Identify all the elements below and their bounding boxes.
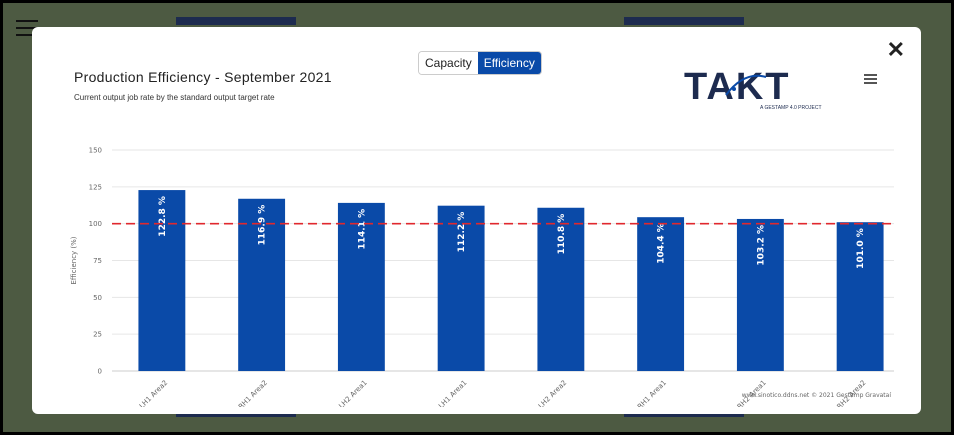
data-label: 114.1 % <box>357 209 367 250</box>
data-label: 122.8 % <box>158 196 168 237</box>
bar <box>537 207 585 371</box>
data-label: 116.9 % <box>258 205 268 246</box>
bar <box>637 217 685 371</box>
x-tick-label: LH2 Area1 <box>337 379 368 407</box>
x-tick-label: RH1 Area1 <box>636 379 668 407</box>
logo-wordmark: TAKT <box>684 66 791 108</box>
y-tick-label: 125 <box>89 183 102 191</box>
chart-credits[interactable]: www.sinotico.ddns.net © 2021 Gestamp Gra… <box>741 392 891 399</box>
background-footer-block-right <box>624 411 744 417</box>
y-tick-label: 25 <box>93 331 102 339</box>
y-axis-title: Efficiency (%) <box>70 236 78 284</box>
x-tick-label: LH1 Area2 <box>138 379 169 407</box>
x-tick-label: RH1 Area2 <box>237 379 269 407</box>
chart-export-menu-icon[interactable] <box>864 74 877 86</box>
x-tick-label: LH1 Area1 <box>437 379 468 407</box>
background-footer-block-left <box>176 411 296 417</box>
efficiency-bar-chart: 0 25 50 75 100 125 150 Efficiency (%) 122.8 % LH1… <box>70 147 894 407</box>
chart-subtitle: Current output job rate by the standard … <box>74 93 275 102</box>
bar <box>238 198 286 371</box>
chart-modal: ✕ Capacity Efficiency Production Efficie… <box>32 27 921 414</box>
x-tick-label: LH2 Area2 <box>537 379 568 407</box>
data-label: 104.4 % <box>657 223 667 264</box>
bar <box>836 222 884 371</box>
hamburger-menu-icon[interactable] <box>16 20 38 36</box>
background-header-block-left <box>176 17 296 25</box>
bar <box>337 202 385 371</box>
takt-logo: TAKT A GESTAMP 4.0 PROJECT <box>684 66 822 111</box>
y-tick-label: 150 <box>89 147 102 155</box>
bar <box>736 218 784 371</box>
data-label: 112.2 % <box>457 212 467 253</box>
bar <box>437 205 485 371</box>
background-header-block-right <box>624 17 744 25</box>
y-tick-label: 75 <box>93 257 102 265</box>
y-tick-label: 50 <box>93 294 102 302</box>
data-label: 103.2 % <box>756 225 766 266</box>
data-label: 110.8 % <box>557 214 567 255</box>
view-toggle: Capacity Efficiency <box>418 51 542 75</box>
close-icon[interactable]: ✕ <box>886 37 905 62</box>
bar <box>138 190 186 371</box>
y-tick-label: 0 <box>98 368 102 376</box>
logo-tagline: A GESTAMP 4.0 PROJECT <box>760 105 822 111</box>
capacity-toggle-button[interactable]: Capacity <box>419 52 478 74</box>
data-label: 101.0 % <box>856 228 866 269</box>
efficiency-toggle-button[interactable]: Efficiency <box>477 52 541 74</box>
chart-title: Production Efficiency - September 2021 <box>74 69 332 85</box>
y-tick-label: 100 <box>89 220 102 228</box>
